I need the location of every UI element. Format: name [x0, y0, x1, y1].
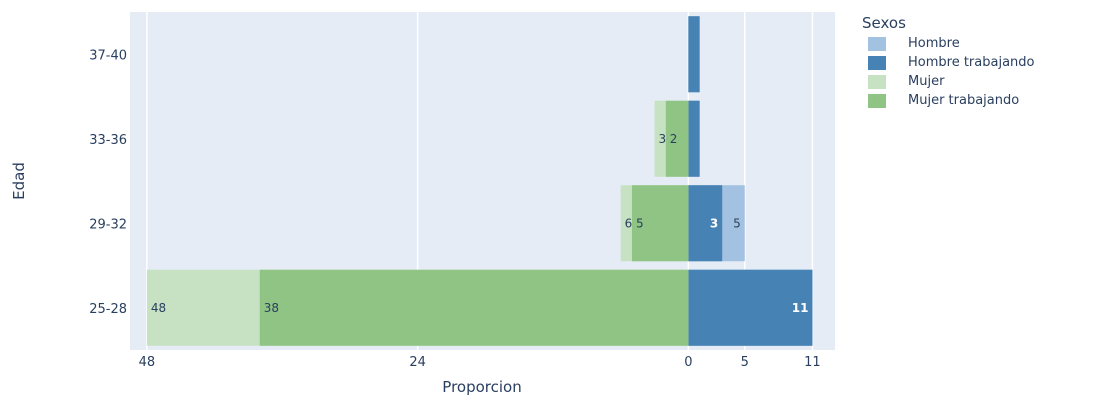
legend: Sexos Hombre Hombre trabajando Mujer Mujer … [862, 14, 1034, 110]
bar-mujer-trabajando [631, 185, 689, 262]
legend-swatch [868, 93, 886, 108]
bar-value-label: 5 [733, 216, 741, 230]
y-tick-label: 29-32 [89, 217, 127, 232]
x-tick-label: 5 [741, 355, 749, 370]
bar-hombre-trabajando [688, 269, 813, 346]
bar-value-label: 11 [792, 301, 809, 315]
legend-item[interactable]: Hombre trabajando [862, 53, 1034, 72]
bar-value-label: 3 [710, 216, 718, 230]
bar-mujer-trabajando [665, 100, 689, 177]
y-axis-ticks: 25-28 29-32 33-36 37-40 [89, 48, 127, 317]
x-tick-label: 11 [804, 355, 821, 370]
y-axis-title: Edad [10, 162, 28, 200]
x-tick-label: 24 [409, 355, 426, 370]
bar-hombre-trabajando [688, 16, 700, 93]
bar-mujer-trabajando [259, 269, 689, 346]
x-tick-label: 0 [684, 355, 692, 370]
y-tick-label: 37-40 [89, 48, 127, 63]
legend-item[interactable]: Hombre [862, 34, 1034, 53]
bar-value-label: 3 [659, 132, 667, 146]
bar-value-label: 48 [151, 301, 166, 315]
legend-swatch [868, 55, 886, 70]
legend-label: Hombre trabajando [908, 55, 1035, 70]
legend-label: Hombre [908, 36, 960, 51]
y-tick-label: 25-28 [89, 302, 127, 317]
legend-label: Mujer trabajando [908, 93, 1020, 108]
legend-title: Sexos [862, 14, 906, 32]
legend-item[interactable]: Mujer [862, 72, 1034, 91]
bar-value-label: 5 [636, 216, 644, 230]
bars [146, 16, 813, 346]
legend-swatch [868, 36, 886, 51]
bar-value-label: 2 [670, 132, 678, 146]
bar-hombre-trabajando [688, 185, 723, 262]
x-axis-title: Proporcion [442, 378, 521, 396]
legend-swatch [868, 74, 886, 89]
legend-label: Mujer [908, 74, 945, 89]
x-tick-label: 48 [139, 355, 156, 370]
bar-hombre-trabajando [688, 100, 700, 177]
bar-value-label: 38 [264, 301, 279, 315]
legend-item[interactable]: Mujer trabajando [862, 91, 1034, 110]
bar-value-label: 6 [625, 216, 633, 230]
y-tick-label: 33-36 [89, 133, 127, 148]
legend-items: Hombre Hombre trabajando Mujer Mujer trabaj… [862, 34, 1034, 110]
x-axis-ticks: 48 24 0 5 11 [139, 355, 821, 370]
data-labels: 5 11 3 48 6 3 38 5 2 [151, 132, 809, 315]
